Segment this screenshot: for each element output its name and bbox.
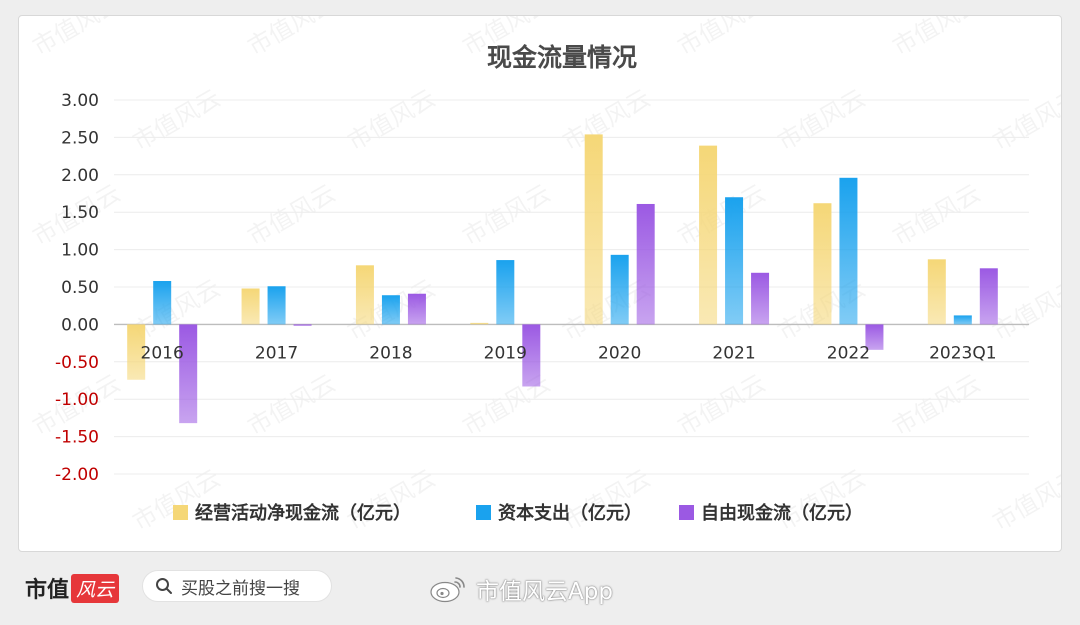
legend-swatch: [173, 505, 188, 520]
bar-自由现金流（亿元）-2016: [179, 324, 198, 424]
watermark-text: 市值风云: [343, 464, 440, 536]
bar-自由现金流（亿元）-2018: [407, 293, 426, 325]
cash-flow-chart: 市值风云市值风云市值风云市值风云市值风云市值风云市值风云市值风云市值风云市值风云…: [28, 16, 1061, 536]
bar-资本支出（亿元）-2020: [610, 254, 629, 325]
bar-自由现金流（亿元）-2020: [636, 203, 655, 325]
y-tick-label: 0.50: [61, 278, 99, 298]
y-tick-label: -2.00: [55, 465, 99, 485]
bar-资本支出（亿元）-2022: [839, 177, 858, 325]
watermark-text: 市值风云: [243, 179, 340, 251]
watermark-text: 市值风云: [673, 16, 770, 61]
x-tick-label: 2019: [484, 343, 527, 363]
weibo-icon: [430, 577, 465, 603]
x-tick-label: 2021: [712, 343, 755, 363]
watermark-text: 市值风云: [888, 16, 985, 61]
watermark-text: 市值风云: [773, 464, 870, 536]
search-text: 买股之前搜一搜: [181, 578, 300, 599]
bar-资本支出（亿元）-2019: [496, 260, 515, 325]
legend-label: 资本支出（亿元）: [498, 502, 642, 524]
watermark-layer: 市值风云市值风云市值风云市值风云市值风云市值风云市值风云市值风云市值风云市值风云…: [28, 16, 1061, 536]
x-tick-label: 2020: [598, 343, 641, 363]
legend-label: 经营活动净现金流（亿元）: [195, 502, 411, 524]
legend: 经营活动净现金流（亿元） 资本支出（亿元） 自由现金流（亿元）: [173, 502, 863, 524]
y-tick-label: -1.00: [55, 390, 99, 410]
watermark-text: 市值风云: [988, 274, 1061, 346]
x-tick-label: 2016: [141, 343, 184, 363]
brand-logo: 市值 风云: [25, 572, 120, 604]
bars-layer: [127, 134, 998, 424]
watermark-text: 市值风云: [458, 369, 555, 441]
chart-card: 市值风云市值风云市值风云市值风云市值风云市值风云市值风云市值风云市值风云市值风云…: [18, 15, 1062, 552]
x-tick-label: 2018: [369, 343, 412, 363]
watermark-text: 市值风云: [28, 16, 125, 61]
brand-badge: 风云: [71, 573, 120, 603]
bar-经营活动净现金流（亿元）-2019: [470, 322, 489, 325]
bar-经营活动净现金流（亿元）-2018: [355, 265, 374, 325]
y-tick-label: 3.00: [61, 91, 99, 111]
y-tick-label: 2.50: [61, 128, 99, 148]
grid-layer: [114, 99, 1029, 475]
weibo-text: 市值风云App: [476, 579, 613, 605]
bar-资本支出（亿元）-2018: [381, 295, 400, 325]
watermark-text: 市值风云: [888, 179, 985, 251]
bar-经营活动净现金流（亿元）-2016: [127, 324, 146, 380]
bar-经营活动净现金流（亿元）-2017: [241, 288, 260, 325]
y-tick-label: -1.50: [55, 428, 99, 448]
watermark-text: 市值风云: [243, 16, 340, 61]
bar-经营活动净现金流（亿元）-2023Q1: [927, 259, 946, 325]
watermark-text: 市值风云: [128, 464, 225, 536]
watermark-text: 市值风云: [128, 84, 225, 156]
chart-title: 现金流量情况: [487, 43, 637, 72]
watermark-text: 市值风云: [243, 369, 340, 441]
search-icon: [156, 578, 172, 594]
bar-经营活动净现金流（亿元）-2021: [699, 145, 718, 325]
y-tick-label: 2.00: [61, 166, 99, 186]
x-tick-label: 2017: [255, 343, 298, 363]
x-axis-labels: 2016 2017 2018 2019 2020 2021 2022 2023Q1: [141, 343, 997, 363]
y-tick-label: 1.50: [61, 203, 99, 223]
watermark-text: 市值风云: [558, 84, 655, 156]
y-tick-label: 0.00: [61, 315, 99, 335]
bar-经营活动净现金流（亿元）-2022: [813, 203, 832, 325]
y-tick-label: -0.50: [55, 353, 99, 373]
bar-自由现金流（亿元）-2021: [751, 272, 770, 325]
legend-label: 自由现金流（亿元）: [701, 502, 863, 524]
x-tick-label: 2023Q1: [929, 343, 996, 363]
watermark-text: 市值风云: [773, 84, 870, 156]
bar-资本支出（亿元）-2017: [267, 286, 286, 325]
y-axis-ticks: 3.00 2.50 2.00 1.50 1.00 0.50 0.00 -0.50 -1.00 -1…: [55, 91, 99, 485]
search-pill[interactable]: 买股之前搜一搜: [142, 570, 332, 602]
bar-自由现金流（亿元）-2023Q1: [979, 268, 998, 325]
watermark-text: 市值风云: [458, 179, 555, 251]
watermark-text: 市值风云: [673, 179, 770, 251]
brand-name: 市值: [25, 578, 70, 603]
bar-资本支出（亿元）-2023Q1: [953, 315, 972, 325]
watermark-text: 市值风云: [558, 464, 655, 536]
weibo-watermark: 市值风云App: [428, 572, 613, 606]
watermark-text: 市值风云: [988, 84, 1061, 156]
x-tick-label: 2022: [827, 343, 870, 363]
watermark-text: 市值风云: [988, 464, 1061, 536]
bar-自由现金流（亿元）-2019: [522, 324, 541, 387]
bar-自由现金流（亿元）-2022: [865, 324, 884, 350]
bar-经营活动净现金流（亿元）-2020: [584, 134, 603, 325]
bar-资本支出（亿元）-2021: [725, 197, 744, 325]
watermark-text: 市值风云: [673, 369, 770, 441]
y-tick-label: 1.00: [61, 241, 99, 261]
footer: 市值 风云 买股之前搜一搜 市值风云App: [0, 560, 1080, 625]
bar-自由现金流（亿元）-2017: [293, 324, 312, 326]
bar-资本支出（亿元）-2016: [153, 281, 172, 325]
legend-swatch: [679, 505, 694, 520]
watermark-text: 市值风云: [888, 369, 985, 441]
watermark-text: 市值风云: [343, 84, 440, 156]
legend-swatch: [476, 505, 491, 520]
